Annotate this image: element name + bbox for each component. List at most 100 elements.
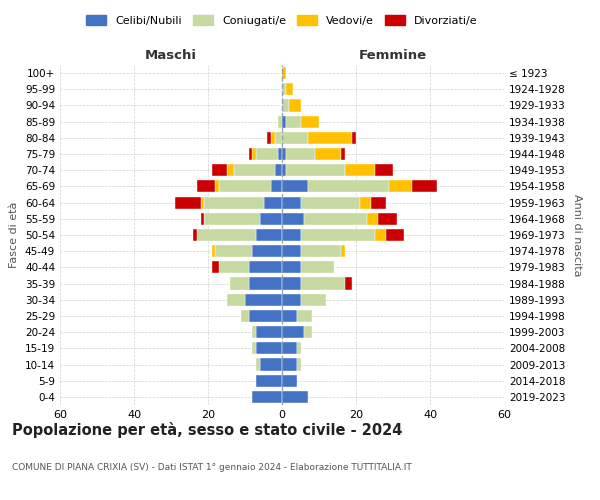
Bar: [282, 358, 297, 370]
Bar: [297, 310, 311, 322]
Bar: [241, 310, 249, 322]
Bar: [204, 212, 260, 225]
Text: Femmine: Femmine: [359, 49, 427, 62]
Bar: [301, 196, 360, 208]
Bar: [286, 83, 293, 96]
Bar: [374, 164, 393, 176]
Bar: [282, 278, 301, 289]
Bar: [286, 164, 345, 176]
Bar: [367, 212, 378, 225]
Bar: [282, 132, 308, 144]
Bar: [212, 262, 219, 274]
Bar: [256, 148, 278, 160]
Bar: [282, 294, 301, 306]
Bar: [219, 180, 271, 192]
Bar: [278, 148, 282, 160]
Bar: [282, 262, 301, 274]
Bar: [282, 67, 286, 79]
Bar: [245, 294, 282, 306]
Bar: [212, 164, 227, 176]
Bar: [197, 229, 256, 241]
Y-axis label: Anni di nascita: Anni di nascita: [572, 194, 582, 276]
Bar: [260, 212, 282, 225]
Bar: [282, 116, 286, 128]
Bar: [282, 374, 297, 387]
Bar: [282, 212, 304, 225]
Bar: [345, 164, 374, 176]
Bar: [412, 180, 437, 192]
Bar: [215, 180, 219, 192]
Bar: [282, 310, 297, 322]
Bar: [263, 196, 282, 208]
Bar: [271, 180, 282, 192]
Bar: [256, 342, 282, 354]
Bar: [360, 196, 371, 208]
Bar: [282, 342, 297, 354]
Bar: [278, 116, 282, 128]
Bar: [282, 245, 301, 258]
Bar: [282, 164, 286, 176]
Bar: [345, 278, 352, 289]
Bar: [386, 229, 404, 241]
Bar: [275, 132, 282, 144]
Bar: [308, 180, 389, 192]
Bar: [297, 358, 301, 370]
Bar: [301, 245, 341, 258]
Bar: [271, 132, 275, 144]
Bar: [197, 180, 215, 192]
Bar: [249, 278, 282, 289]
Bar: [256, 229, 282, 241]
Y-axis label: Fasce di età: Fasce di età: [10, 202, 19, 268]
Bar: [301, 262, 334, 274]
Bar: [289, 100, 301, 112]
Bar: [389, 180, 412, 192]
Bar: [352, 132, 356, 144]
Bar: [282, 83, 286, 96]
Bar: [200, 196, 204, 208]
Bar: [371, 196, 386, 208]
Bar: [282, 148, 286, 160]
Text: Maschi: Maschi: [145, 49, 197, 62]
Text: COMUNE DI PIANA CRIXIA (SV) - Dati ISTAT 1° gennaio 2024 - Elaborazione TUTTITAL: COMUNE DI PIANA CRIXIA (SV) - Dati ISTAT…: [12, 462, 412, 471]
Bar: [253, 342, 256, 354]
Bar: [286, 116, 301, 128]
Bar: [249, 148, 253, 160]
Bar: [230, 278, 249, 289]
Text: Popolazione per età, sesso e stato civile - 2024: Popolazione per età, sesso e stato civil…: [12, 422, 403, 438]
Bar: [256, 326, 282, 338]
Bar: [282, 229, 301, 241]
Bar: [341, 245, 345, 258]
Bar: [275, 164, 282, 176]
Bar: [282, 100, 289, 112]
Bar: [301, 116, 319, 128]
Bar: [227, 294, 245, 306]
Bar: [304, 212, 367, 225]
Bar: [253, 245, 282, 258]
Bar: [200, 212, 204, 225]
Bar: [374, 229, 386, 241]
Bar: [282, 326, 304, 338]
Bar: [253, 391, 282, 403]
Bar: [234, 164, 275, 176]
Bar: [215, 245, 253, 258]
Bar: [267, 132, 271, 144]
Bar: [282, 180, 308, 192]
Bar: [304, 326, 311, 338]
Bar: [297, 342, 301, 354]
Bar: [256, 358, 260, 370]
Bar: [282, 196, 301, 208]
Bar: [253, 326, 256, 338]
Bar: [282, 391, 308, 403]
Bar: [256, 374, 282, 387]
Bar: [286, 148, 316, 160]
Bar: [227, 164, 234, 176]
Bar: [260, 358, 282, 370]
Bar: [249, 262, 282, 274]
Bar: [301, 229, 374, 241]
Bar: [301, 294, 326, 306]
Bar: [378, 212, 397, 225]
Bar: [212, 245, 215, 258]
Bar: [193, 229, 197, 241]
Bar: [308, 132, 352, 144]
Bar: [175, 196, 200, 208]
